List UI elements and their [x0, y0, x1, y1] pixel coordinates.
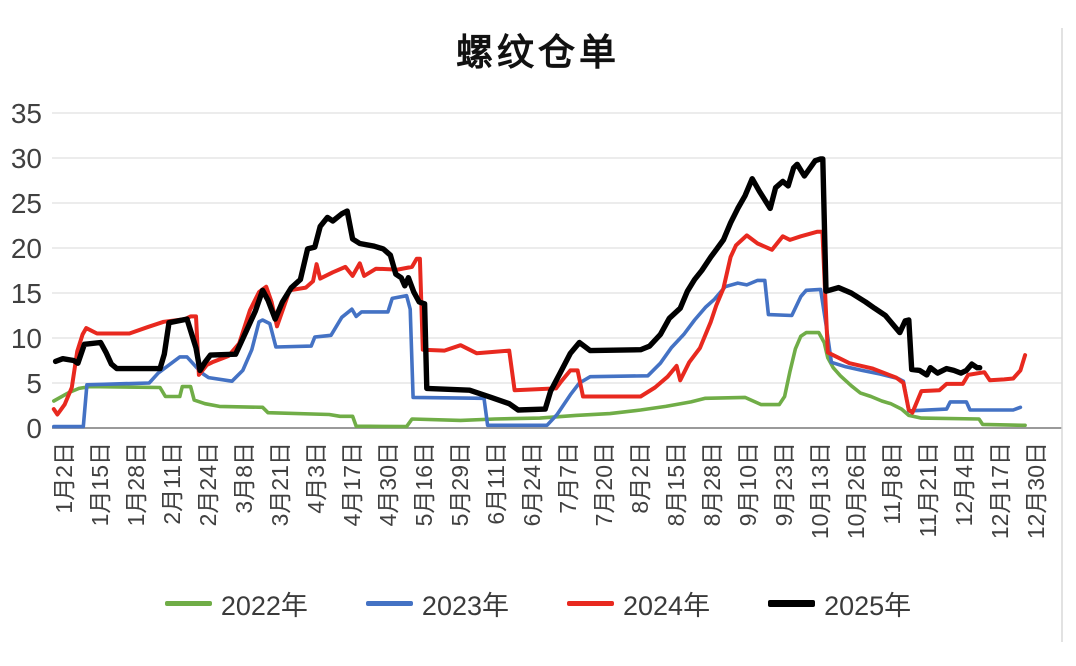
x-axis-tick-label: 6月11日: [483, 442, 509, 525]
legend-swatch-2024: [567, 601, 614, 606]
y-axis-tick-label: 0: [26, 413, 42, 444]
y-axis-tick-label: 10: [11, 323, 42, 354]
x-axis-tick-label: 4月30日: [375, 442, 401, 526]
chart-title: 螺纹仓单: [456, 30, 620, 74]
x-axis-tick-label: 3月21日: [267, 442, 293, 526]
legend-swatch-2023: [365, 601, 413, 606]
legend-label-2023: 2023年: [421, 591, 509, 621]
x-axis-tick-label: 12月30日: [1023, 442, 1049, 539]
x-axis-tick-label: 6月24日: [519, 442, 545, 526]
x-axis-tick-label: 5月29日: [447, 442, 473, 526]
legend-item-2024: 2024年: [567, 584, 710, 623]
x-axis-tick-label: 7月7日: [555, 442, 581, 514]
x-axis-tick-label: 1月2日: [51, 442, 77, 514]
legend-item-2025: 2025年: [768, 584, 911, 623]
x-axis-tick-label: 9月23日: [771, 442, 797, 526]
legend-item-2023: 2023年: [365, 584, 509, 623]
chart-legend: 2022年 2023年 2024年 2025年: [0, 584, 1076, 623]
x-axis-tick-label: 2月11日: [159, 442, 185, 525]
legend-item-2022: 2022年: [164, 584, 308, 623]
series-line-2023年: [51, 278, 1023, 429]
legend-label-2025: 2025年: [824, 591, 912, 621]
x-axis-tick-label: 3月8日: [231, 442, 257, 514]
y-axis-tick-label: 15: [11, 278, 42, 309]
x-axis-tick-label: 5月16日: [411, 442, 437, 526]
x-axis-tick-label: 2月24日: [195, 442, 221, 526]
x-axis-tick-label: 12月17日: [987, 442, 1013, 539]
legend-label-2022: 2022年: [220, 591, 308, 621]
x-axis-tick-label: 1月15日: [87, 442, 113, 526]
x-axis-tick-label: 1月28日: [123, 442, 149, 526]
legend-swatch-2022: [164, 601, 212, 606]
x-axis-tick-label: 9月10日: [735, 442, 761, 526]
x-axis-tick-label: 8月2日: [627, 442, 653, 514]
x-axis-tick-label: 10月26日: [843, 442, 869, 539]
x-axis-tick-label: 4月3日: [303, 442, 329, 514]
y-axis-tick-label: 20: [11, 233, 42, 264]
y-axis-tick-label: 5: [26, 368, 42, 399]
x-axis-tick-label: 8月15日: [663, 442, 689, 526]
legend-swatch-2025: [768, 600, 816, 607]
x-axis-tick-label: 12月4日: [951, 442, 977, 526]
legend-label-2024: 2024年: [623, 591, 711, 621]
series-line-2025年: [52, 156, 983, 413]
y-axis-tick-label: 30: [11, 143, 42, 174]
x-axis-tick-label: 4月17日: [339, 442, 365, 526]
x-axis-tick-label: 11月21日: [915, 442, 941, 537]
y-axis-tick-label: 25: [11, 188, 42, 219]
y-axis-tick-label: 35: [11, 98, 42, 129]
x-axis-tick-label: 7月20日: [591, 442, 617, 526]
x-axis-tick-label: 10月13日: [807, 442, 833, 539]
series-line-2024年: [51, 229, 1028, 417]
x-axis-tick-label: 8月28日: [699, 442, 725, 526]
x-axis-tick-label: 11月8日: [879, 442, 905, 525]
series-line-2022年: [51, 330, 1027, 429]
